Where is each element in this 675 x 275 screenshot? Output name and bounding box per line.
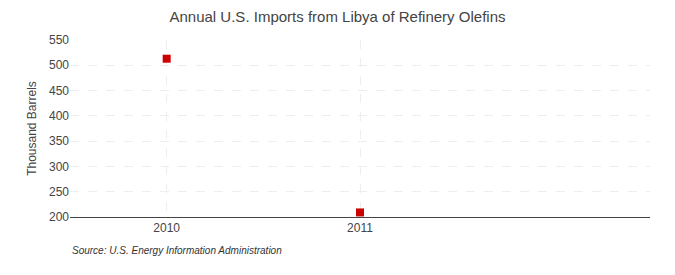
svg-text:Annual U.S. Imports from Libya: Annual U.S. Imports from Libya of Refine… xyxy=(170,8,506,25)
svg-text:200: 200 xyxy=(49,210,69,224)
svg-text:250: 250 xyxy=(49,185,69,199)
svg-text:400: 400 xyxy=(49,109,69,123)
svg-text:Source: U.S. Energy Informatio: Source: U.S. Energy Information Administ… xyxy=(72,245,282,256)
svg-text:500: 500 xyxy=(49,58,69,72)
svg-text:Thousand Barrels: Thousand Barrels xyxy=(25,81,39,176)
svg-text:2010: 2010 xyxy=(153,221,180,235)
svg-text:2011: 2011 xyxy=(347,221,373,235)
svg-text:300: 300 xyxy=(49,160,69,174)
svg-text:550: 550 xyxy=(49,33,69,47)
svg-text:450: 450 xyxy=(49,84,69,98)
svg-text:350: 350 xyxy=(49,134,69,148)
